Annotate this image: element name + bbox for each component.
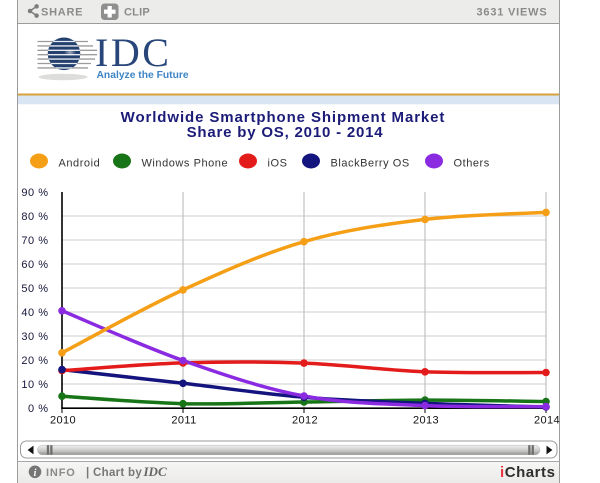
svg-text:IDC: IDC — [95, 30, 171, 75]
svg-text:Analyze the Future: Analyze the Future — [97, 70, 189, 81]
svg-text:INFO: INFO — [46, 467, 76, 479]
svg-text:BlackBerry OS: BlackBerry OS — [331, 157, 410, 169]
svg-text:iCharts: iCharts — [500, 464, 556, 481]
svg-text:3631 VIEWS: 3631 VIEWS — [477, 7, 548, 19]
svg-text:Worldwide Smartphone Shipment: Worldwide Smartphone Shipment Market — [121, 109, 446, 126]
svg-text:20 %: 20 % — [21, 355, 48, 367]
svg-text:IDC: IDC — [143, 464, 167, 479]
svg-text:2010: 2010 — [50, 414, 76, 426]
svg-text:2011: 2011 — [171, 414, 196, 426]
svg-text:80 %: 80 % — [21, 211, 48, 223]
svg-text:70 %: 70 % — [21, 235, 48, 247]
svg-text:iOS: iOS — [268, 157, 288, 169]
svg-text:Windows Phone: Windows Phone — [142, 157, 229, 169]
svg-text:CLIP: CLIP — [124, 7, 150, 19]
svg-text:i: i — [34, 468, 37, 479]
svg-text:30 %: 30 % — [21, 331, 48, 343]
svg-text:| Chart by: | Chart by — [86, 467, 142, 479]
svg-text:Share by OS, 2010 - 2014: Share by OS, 2010 - 2014 — [187, 124, 384, 141]
svg-text:10 %: 10 % — [21, 379, 48, 391]
svg-text:2014: 2014 — [534, 414, 560, 426]
svg-text:Others: Others — [454, 157, 490, 169]
svg-text:Android: Android — [59, 157, 101, 169]
svg-text:SHARE: SHARE — [41, 7, 83, 19]
svg-text:60 %: 60 % — [21, 259, 48, 271]
svg-text:0 %: 0 % — [28, 403, 48, 415]
svg-text:50 %: 50 % — [21, 283, 48, 295]
svg-text:2013: 2013 — [413, 414, 439, 426]
svg-text:40 %: 40 % — [21, 307, 48, 319]
svg-text:2012: 2012 — [292, 414, 318, 426]
svg-text:90 %: 90 % — [21, 187, 48, 199]
